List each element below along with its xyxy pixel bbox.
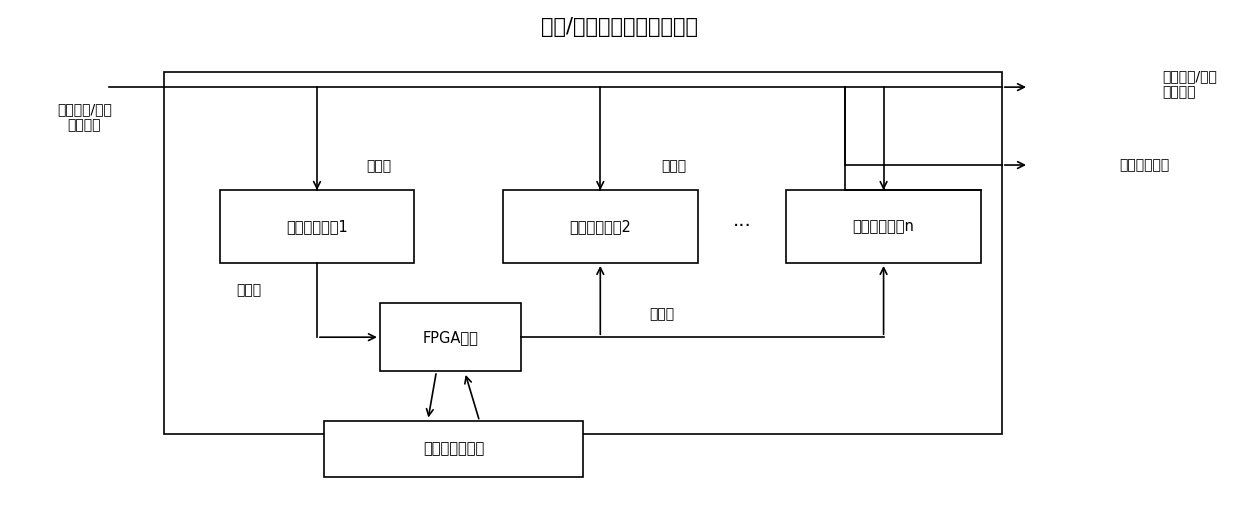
Bar — [379, 303, 522, 371]
Text: 光信号: 光信号 — [366, 159, 391, 174]
Text: 从机同步信号: 从机同步信号 — [1118, 158, 1169, 172]
Bar — [503, 190, 698, 263]
Bar — [786, 190, 981, 263]
Text: 数字信号处理器: 数字信号处理器 — [423, 442, 485, 456]
Text: 光电转换单元2: 光电转换单元2 — [569, 219, 631, 234]
Text: FPGA芯片: FPGA芯片 — [423, 330, 479, 345]
Bar — [164, 72, 1002, 434]
Text: 备用主机/主机
同步信号: 备用主机/主机 同步信号 — [57, 102, 112, 132]
Text: 主机/备用主机载波同步装置: 主机/备用主机载波同步装置 — [542, 17, 698, 37]
Text: 电信号: 电信号 — [237, 284, 262, 298]
Text: 光信号: 光信号 — [662, 159, 687, 174]
Text: 光电转换单元1: 光电转换单元1 — [286, 219, 348, 234]
Bar — [219, 190, 414, 263]
Text: 电信号: 电信号 — [650, 308, 675, 321]
Text: ···: ··· — [733, 217, 751, 236]
Text: 光电转换单元n: 光电转换单元n — [853, 219, 915, 234]
Text: 备用主机/主机
同步信号: 备用主机/主机 同步信号 — [1162, 69, 1216, 100]
Bar — [325, 422, 583, 477]
